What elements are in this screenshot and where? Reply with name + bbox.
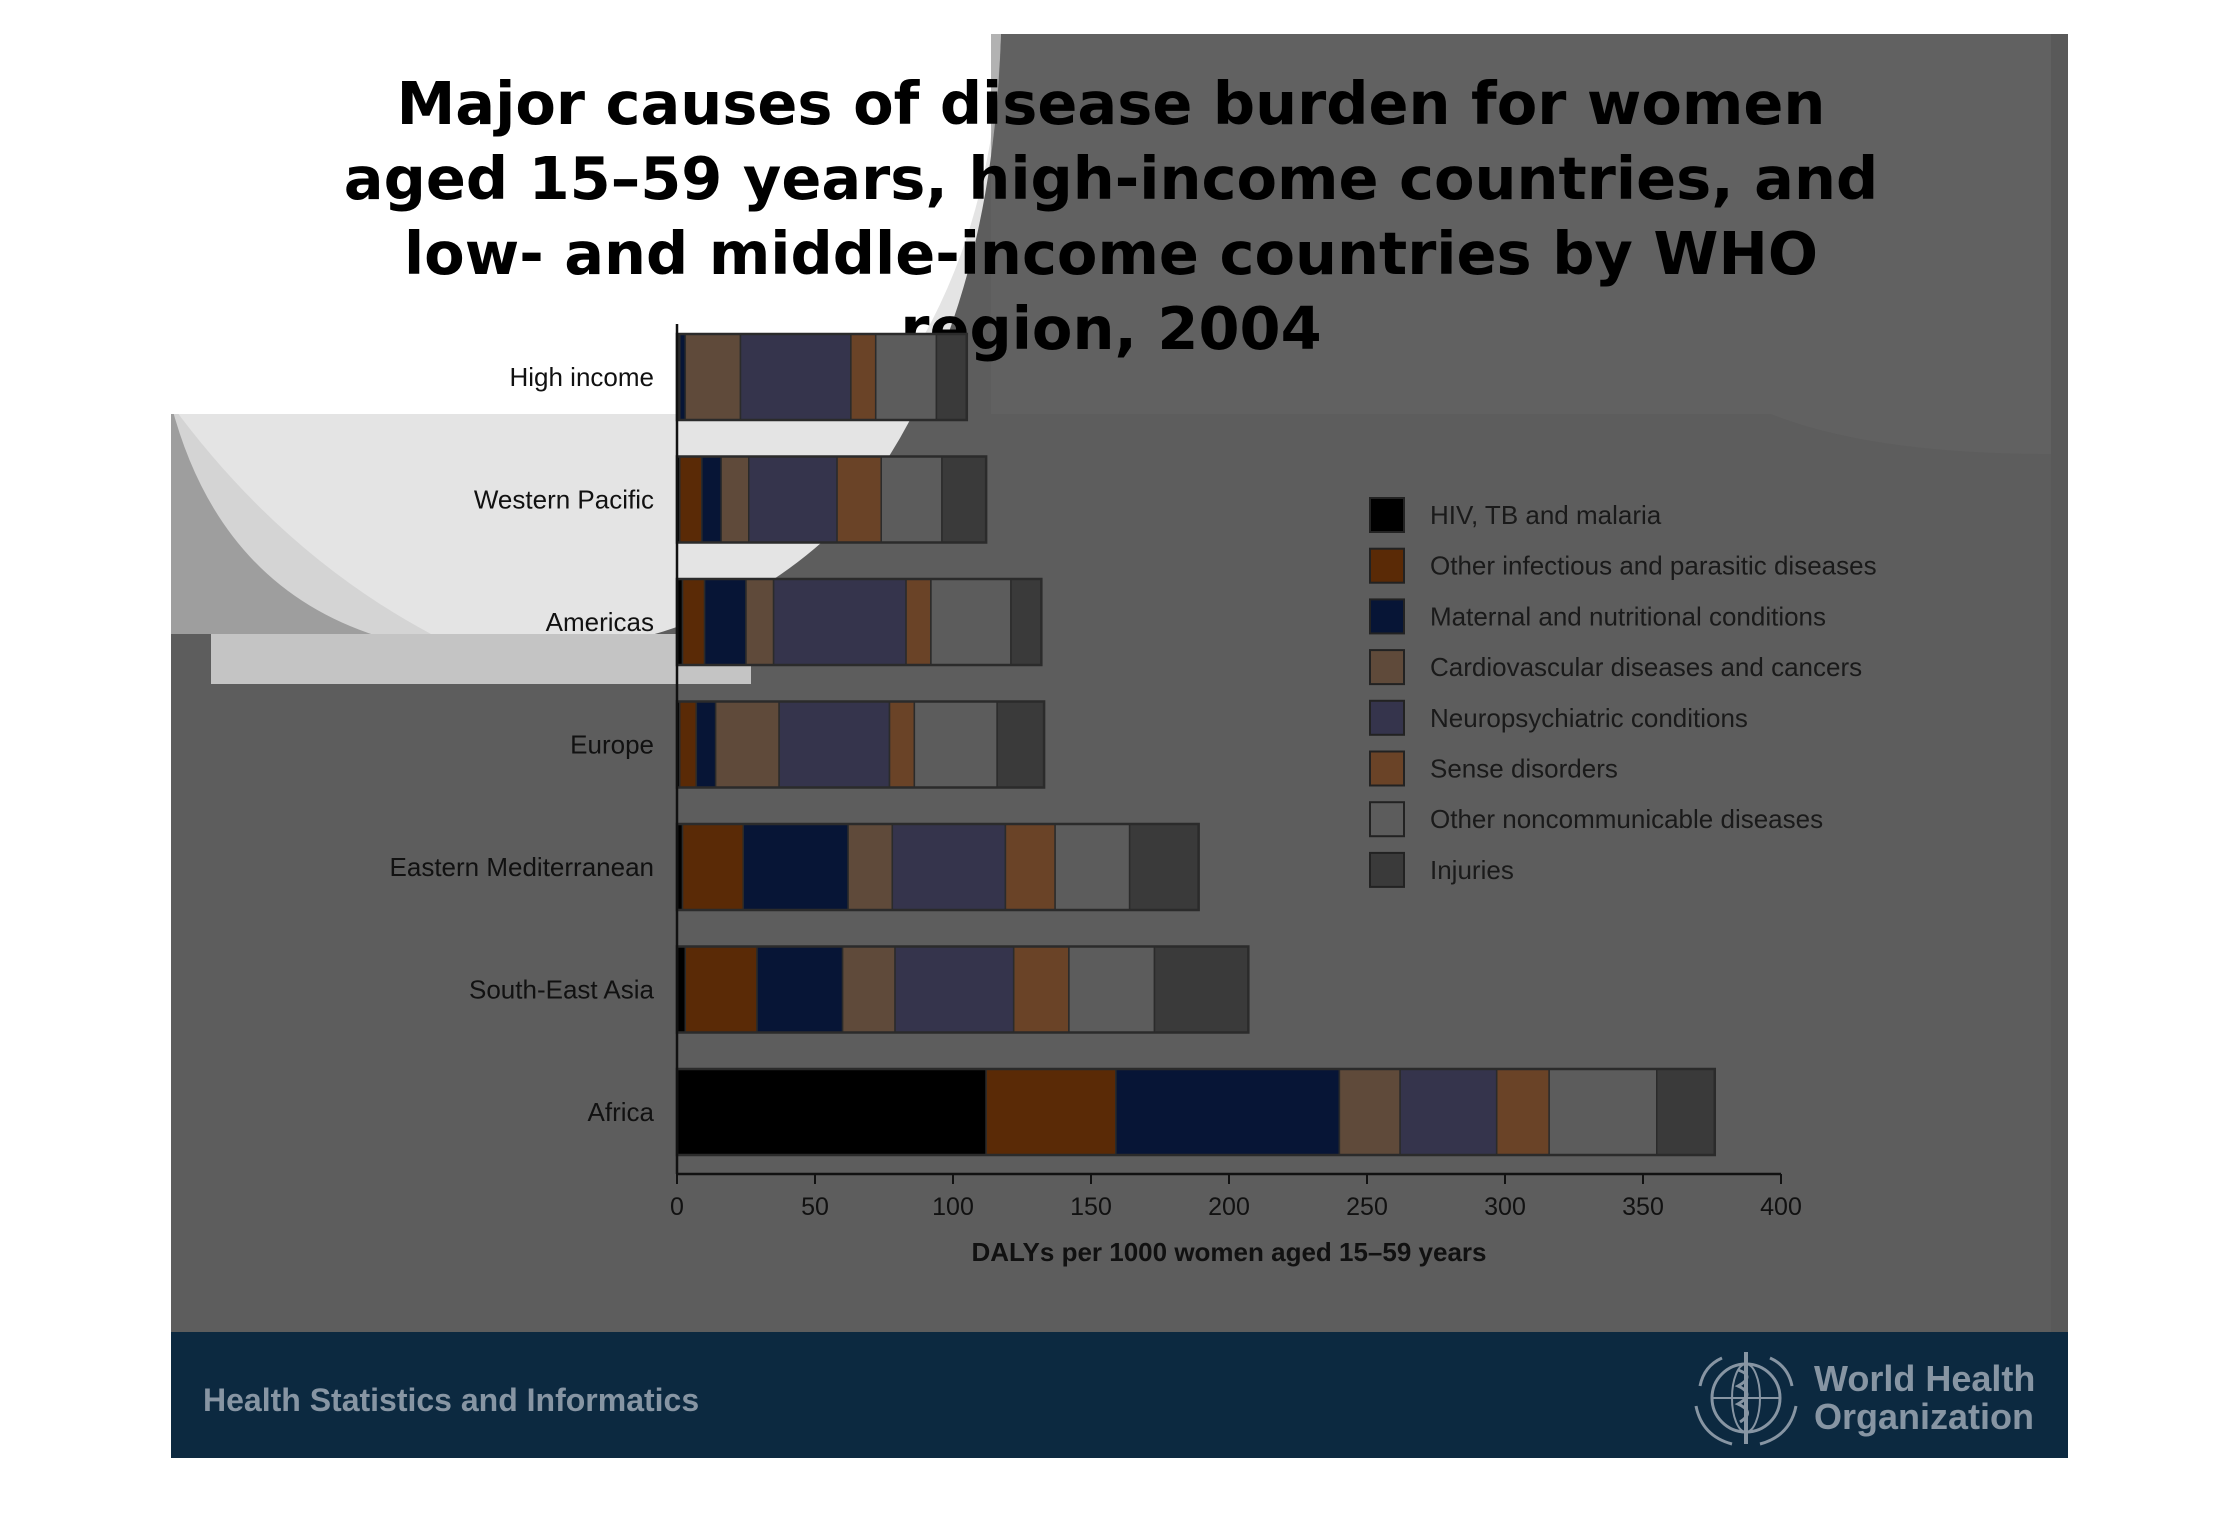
legend: HIV, TB and malaria Other infectious and … [1369,497,1877,888]
bar-segment [996,700,1045,789]
bar-segment [941,455,987,544]
bar-segment [714,700,780,789]
bar-segment [679,700,698,789]
stacked-bar-chart: High income Western Pacific Americas Europe… [390,324,1877,1267]
bar-segment [703,578,747,666]
bar-segment [778,700,891,789]
legend-label: Maternal and nutritional conditions [1430,601,1826,631]
bar-segment [748,455,838,544]
bar-segment [1338,1068,1401,1156]
bar-segment [756,945,844,1034]
legend-label: Cardiovascular diseases and cancers [1430,652,1862,682]
bar-segment [1068,945,1156,1034]
bar-segment [905,578,932,666]
bar-segment [1548,1068,1658,1156]
bar-segment [985,1068,1117,1156]
bar-segment [745,578,775,666]
legend-swatch [1369,649,1405,686]
bar-segment [720,455,750,544]
bar-segment [739,333,852,421]
bar-segment [772,578,907,666]
x-tick-label: 200 [1208,1193,1250,1221]
x-axis-title: DALYs per 1000 women aged 15–59 years [972,1237,1487,1267]
category-labels: High income Western Pacific Americas Europe… [390,362,655,1127]
bar-segment [930,578,1012,666]
bar-segment [679,333,687,421]
bar-segment [1115,1068,1341,1156]
category-label: Europe [570,730,654,760]
bars-layer [675,332,1717,1157]
x-tick-label: 400 [1760,1193,1802,1221]
who-wordmark-line1: World Health [1814,1358,2036,1399]
bar-segment [888,700,916,789]
legend-label: Other infectious and parasitic diseases [1430,551,1877,581]
bar-segment [1399,1068,1498,1156]
legend-swatch [1369,497,1405,533]
bar-segment [1012,945,1070,1034]
legend-label: Other noncommunicable diseases [1430,804,1823,834]
bar-segment [1128,823,1200,911]
x-tick-label: 100 [932,1193,974,1221]
legend-swatch [1369,598,1405,635]
footer-bar: Health Statistics and Informatics World … [171,1332,2068,1458]
bar-segment [1010,578,1043,666]
chart-title: Major causes of disease burden for women… [343,69,1879,363]
bar-segment [1004,823,1056,911]
legend-label: HIV, TB and malaria [1430,500,1662,530]
x-tick-label: 300 [1484,1193,1526,1221]
bar-segment [1495,1068,1550,1156]
bar-segment [742,823,849,911]
bar-segment [681,823,744,911]
category-label: Africa [588,1097,655,1127]
bar-segment [679,455,703,544]
bar-segment [701,455,722,544]
bar-segment [935,333,968,421]
legend-swatch [1369,801,1405,838]
legend-swatch [1369,699,1405,736]
legend-label: Injuries [1430,855,1514,885]
who-wordmark: World Health Organization [1814,1360,2035,1436]
bar-segment [836,455,882,544]
x-tick-label: 150 [1070,1193,1112,1221]
bar-segment [850,333,877,421]
footer-department: Health Statistics and Informatics [203,1382,700,1418]
legend-swatch [1369,547,1405,584]
bar-segment [841,945,896,1034]
x-tick-label: 350 [1622,1193,1664,1221]
bar-segment [874,333,938,421]
bar-segment [880,455,943,544]
who-emblem-icon [1694,1352,1798,1446]
x-tick-label: 50 [801,1193,829,1221]
bar-segment [847,823,894,911]
legend-swatch [1369,750,1405,787]
bar-segment [684,945,758,1034]
legend-label: Neuropsychiatric conditions [1430,703,1748,733]
who-wordmark-line2: Organization [1814,1396,2035,1437]
category-label: South-East Asia [469,975,655,1005]
x-tick-label: 0 [670,1193,684,1221]
x-tick-label: 250 [1346,1193,1388,1221]
category-label: Western Pacific [474,485,654,515]
background-decoration [171,34,2068,1458]
category-label: Eastern Mediterranean [390,852,654,882]
bar-segment [1054,823,1131,911]
bar-segment [681,578,706,666]
x-axis [675,324,1782,1184]
category-label: Americas [546,607,654,637]
bar-segment [676,1068,987,1156]
category-label: High income [509,362,654,392]
bar-segment [695,700,717,789]
legend-label: Sense disorders [1430,754,1618,784]
x-tick-labels: 0 50 100 150 200 250 300 350 400 [670,1193,1802,1221]
bar-segment [1153,945,1250,1034]
bar-segment [891,823,1007,911]
slide: Major causes of disease burden for women… [171,34,2068,1458]
bar-segment [684,333,742,421]
bar-segment [1656,1068,1716,1156]
bar-segment [894,945,1015,1034]
legend-swatch [1369,851,1405,888]
bar-segment [913,700,998,789]
